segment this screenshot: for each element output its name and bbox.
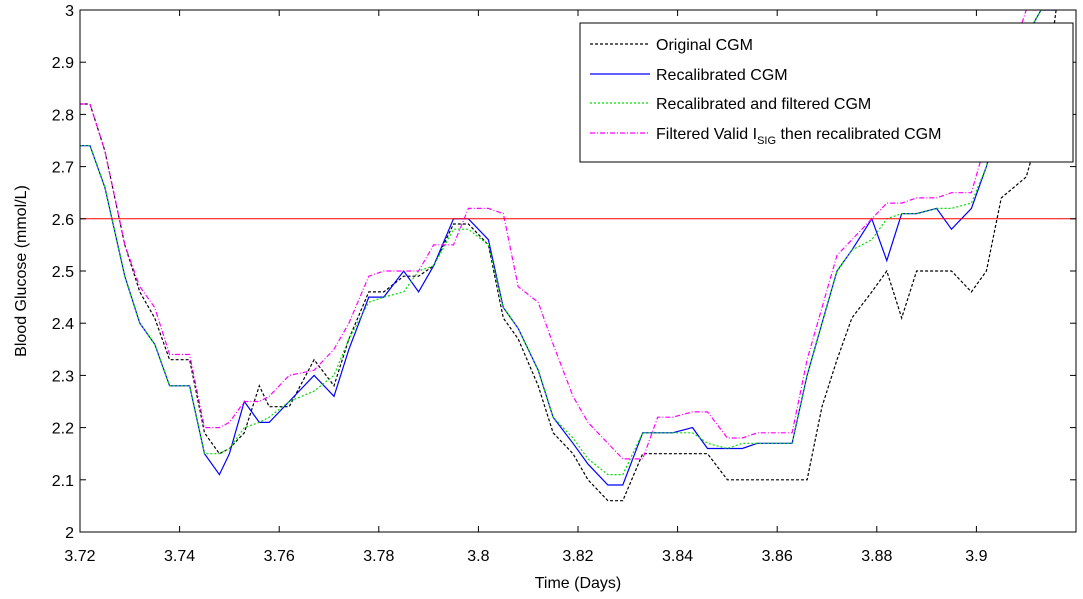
- legend-label-1: Original CGM: [656, 37, 753, 54]
- y-tick-label: 2.1: [52, 473, 74, 490]
- y-axis: 2 2.1 2.2 2.3 2.4 2.5 2.6 2.7 2.8 2.9 3: [52, 3, 1076, 542]
- y-tick-label: 2: [65, 525, 74, 542]
- y-tick-label: 2.8: [52, 107, 74, 124]
- x-axis-title: Time (Days): [535, 575, 622, 592]
- x-tick-label: 3.8: [467, 548, 489, 565]
- legend-label-3: Recalibrated and filtered CGM: [656, 96, 871, 113]
- y-tick-label: 2.7: [52, 160, 74, 177]
- x-tick-label: 3.9: [965, 548, 987, 565]
- x-tick-label: 3.86: [762, 548, 793, 565]
- x-tick-label: 3.76: [264, 548, 295, 565]
- x-tick-label: 3.84: [662, 548, 693, 565]
- x-tick-label: 3.82: [562, 548, 593, 565]
- x-tick-label: 3.78: [363, 548, 394, 565]
- series-group: [80, 10, 1057, 502]
- x-tick-label: 3.72: [64, 548, 95, 565]
- y-tick-label: 2.2: [52, 421, 74, 438]
- y-tick-label: 3: [65, 3, 74, 20]
- series-line-2: [80, 10, 1057, 486]
- legend-label-2: Recalibrated CGM: [656, 67, 788, 84]
- y-tick-label: 2.6: [52, 212, 74, 229]
- y-tick-label: 2.3: [52, 368, 74, 385]
- y-tick-label: 2.4: [52, 316, 74, 333]
- series-line-4: [80, 10, 1057, 460]
- x-axis: 3.72 3.74 3.76 3.78 3.8 3.82 3.84 3.86 3.88 3.9: [64, 10, 988, 565]
- series-line-1: [80, 10, 1057, 502]
- x-tick-label: 3.74: [164, 548, 195, 565]
- y-axis-title: Blood Glucose (mmol/L): [13, 185, 30, 357]
- y-tick-label: 2.5: [52, 264, 74, 281]
- legend-box: [579, 22, 1074, 163]
- y-tick-label: 2.9: [52, 55, 74, 72]
- legend-label-4: Filtered Valid ISIG then recalibrated CG…: [656, 126, 941, 147]
- legend: Original CGM Recalibrated CGM Recalibrated…: [579, 22, 1074, 163]
- x-tick-label: 3.88: [861, 548, 892, 565]
